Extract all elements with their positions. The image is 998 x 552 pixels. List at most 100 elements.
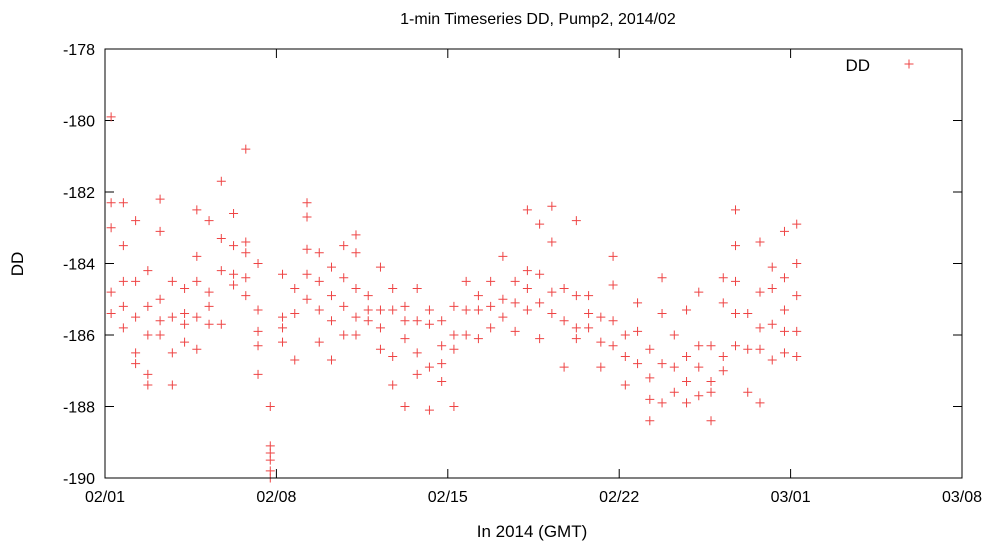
data-point [682, 305, 692, 315]
data-point [706, 376, 716, 386]
data-point [278, 269, 288, 279]
data-point [326, 291, 336, 301]
data-point [388, 380, 398, 390]
legend: DD [845, 56, 914, 75]
data-point [571, 291, 581, 301]
data-point [755, 237, 765, 247]
legend-label: DD [845, 56, 870, 75]
data-point [106, 309, 116, 319]
data-point [437, 376, 447, 386]
data-point [143, 330, 153, 340]
data-point [155, 330, 165, 340]
data-point [522, 305, 532, 315]
data-point [498, 251, 508, 261]
legend-marker-symbol [904, 59, 914, 69]
data-point [486, 301, 496, 311]
data-point [473, 291, 483, 301]
data-point [461, 330, 471, 340]
data-point [241, 144, 251, 154]
data-point [559, 362, 569, 372]
data-point [731, 276, 741, 286]
data-point [351, 230, 361, 240]
data-point [216, 233, 226, 243]
data-point [143, 301, 153, 311]
data-point [290, 309, 300, 319]
data-point [535, 334, 545, 344]
legend-marker [904, 59, 914, 69]
x-tick-label: 02/08 [256, 489, 296, 506]
data-point [424, 305, 434, 315]
data-point [473, 305, 483, 315]
data-point [118, 198, 128, 208]
data-point [180, 284, 190, 294]
data-point [302, 269, 312, 279]
data-point [375, 323, 385, 333]
data-point [216, 319, 226, 329]
data-point [326, 262, 336, 272]
data-point [718, 351, 728, 361]
data-point [449, 402, 459, 411]
data-point [314, 337, 324, 347]
data-point [645, 344, 655, 354]
y-axis-label: DD [8, 252, 27, 277]
data-point [706, 341, 716, 351]
data-point [645, 416, 655, 426]
data-point [694, 391, 704, 401]
data-point [620, 330, 630, 340]
data-point [106, 223, 116, 233]
data-point [229, 208, 239, 218]
data-point [535, 298, 545, 308]
data-point [375, 344, 385, 354]
data-point [204, 319, 214, 329]
data-point [608, 341, 618, 351]
data-point [412, 369, 422, 379]
data-point [229, 269, 239, 279]
data-point [779, 226, 789, 236]
data-point [118, 301, 128, 311]
data-point [669, 362, 679, 372]
data-point [779, 273, 789, 283]
data-point [290, 355, 300, 365]
data-point [547, 287, 557, 297]
data-point [155, 194, 165, 204]
data-point [180, 319, 190, 329]
data-point [400, 402, 410, 411]
data-point [743, 344, 753, 354]
data-point [535, 219, 545, 229]
data-point [645, 373, 655, 383]
x-tick-label: 02/01 [85, 489, 125, 506]
data-point [510, 298, 520, 308]
data-point [584, 309, 594, 319]
data-point [253, 259, 263, 268]
data-point [155, 294, 165, 304]
data-point [424, 362, 434, 372]
data-point [608, 280, 618, 290]
data-point [522, 266, 532, 276]
data-point [314, 248, 324, 258]
data-point [779, 326, 789, 336]
data-point [657, 359, 667, 369]
data-point [584, 323, 594, 333]
data-point [326, 355, 336, 365]
data-point [767, 355, 777, 365]
y-tick-label: -186 [63, 328, 95, 345]
data-point [412, 348, 422, 358]
data-point [363, 305, 373, 315]
data-point [192, 205, 202, 215]
x-tick-label: 02/15 [428, 489, 468, 506]
data-point [118, 323, 128, 333]
data-point [131, 216, 141, 226]
data-point [167, 348, 177, 358]
data-point [731, 241, 741, 251]
data-point [278, 337, 288, 347]
data-point [718, 366, 728, 376]
data-point [326, 316, 336, 326]
data-point [118, 276, 128, 286]
data-point [694, 341, 704, 351]
data-point [424, 405, 434, 415]
plot-frame [104, 48, 963, 479]
data-point [437, 359, 447, 369]
data-point [253, 341, 263, 351]
data-point [204, 301, 214, 311]
data-point [792, 291, 802, 301]
